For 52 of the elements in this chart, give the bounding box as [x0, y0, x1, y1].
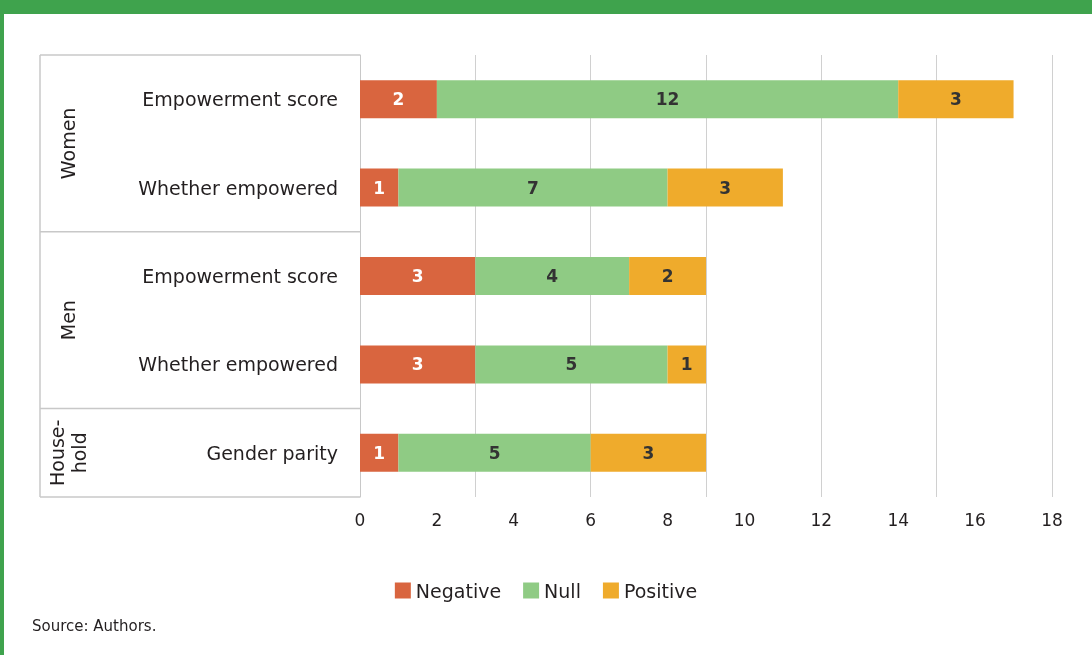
- x-tick-label: 14: [887, 509, 910, 530]
- bar: [360, 168, 399, 207]
- bar: [667, 345, 706, 384]
- bar: [475, 257, 630, 295]
- text: Men: [57, 300, 79, 341]
- y-tick-label: Gender parity: [206, 441, 338, 464]
- y-tick-label: Empowerment score: [142, 265, 338, 287]
- data-label: 3: [949, 89, 962, 110]
- data-label: 3: [719, 177, 732, 198]
- data-label: 2: [661, 266, 674, 286]
- x-tick-label: 2: [431, 509, 443, 530]
- bar: [590, 433, 706, 472]
- x-tick-label: 0: [354, 509, 366, 530]
- data-label: 3: [411, 354, 424, 375]
- data-label: 1: [680, 354, 693, 375]
- bar: [629, 257, 706, 295]
- data-label: 3: [642, 442, 655, 463]
- legend-label: Negative: [415, 579, 502, 602]
- data-label: 5: [565, 354, 578, 375]
- bar: [360, 345, 476, 384]
- data-label: 3: [411, 266, 424, 286]
- data-label: 1: [373, 177, 386, 198]
- y-tick-label: Whether empowered: [138, 353, 338, 376]
- x-tick-label: 8: [662, 509, 673, 530]
- data-label: 1: [373, 442, 386, 463]
- x-tick-label: 18: [1041, 509, 1063, 530]
- x-tick-label: 4: [508, 509, 520, 530]
- x-tick-label: 16: [964, 509, 986, 530]
- bar: [475, 345, 668, 384]
- bar: [898, 80, 1014, 119]
- legend-label: Positive: [623, 579, 698, 602]
- bar: [436, 80, 899, 119]
- x-tick-label: 10: [733, 509, 756, 530]
- x-tick-label: 6: [585, 509, 597, 530]
- bar: [398, 433, 591, 472]
- bar: [360, 257, 476, 295]
- data-label: 4: [546, 266, 559, 286]
- bar: [360, 80, 437, 119]
- text: House-hold: [46, 419, 90, 486]
- source-note: Source: Authors.: [32, 617, 157, 635]
- text: Women: [57, 107, 79, 180]
- legend-label: Null: [544, 579, 581, 602]
- data-label: 2: [392, 89, 405, 110]
- bar: [667, 168, 783, 207]
- bar: [398, 168, 668, 207]
- bar: [360, 433, 399, 472]
- y-tick-label: Whether empowered: [138, 176, 338, 199]
- data-label: 5: [488, 442, 501, 463]
- y-tick-label: Empowerment score: [142, 88, 338, 111]
- data-label: 7: [527, 177, 539, 198]
- data-label: 12: [655, 89, 680, 110]
- x-tick-label: 12: [810, 509, 833, 530]
